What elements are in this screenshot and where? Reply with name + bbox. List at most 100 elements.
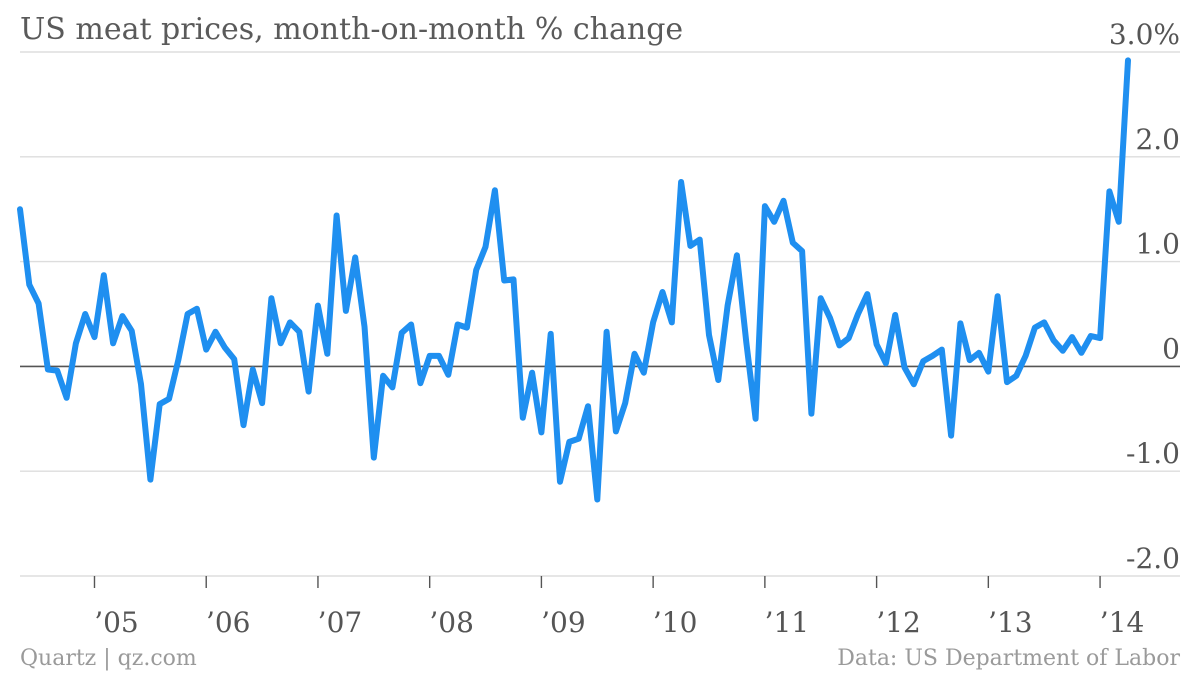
series bbox=[17, 57, 1131, 503]
data-point bbox=[864, 291, 870, 297]
data-point bbox=[445, 372, 451, 378]
x-tick-label: ’13 bbox=[988, 606, 1033, 639]
data-point bbox=[129, 328, 135, 334]
data-point bbox=[175, 357, 181, 363]
data-point bbox=[976, 350, 982, 356]
data-point bbox=[334, 213, 340, 218]
data-point bbox=[892, 312, 898, 318]
y-tick-label: -2.0 bbox=[1126, 542, 1180, 575]
chart-title: US meat prices, month-on-month % change bbox=[20, 12, 684, 47]
data-point bbox=[874, 341, 880, 347]
data-point bbox=[604, 329, 610, 335]
data-point bbox=[119, 313, 125, 319]
data-point bbox=[855, 311, 861, 317]
data-point bbox=[538, 429, 544, 435]
data-point bbox=[259, 400, 265, 406]
x-tick-label: ’05 bbox=[94, 606, 139, 639]
x-tick-label: ’10 bbox=[653, 606, 698, 639]
x-tick-label: ’07 bbox=[318, 606, 363, 639]
data-point bbox=[613, 428, 619, 434]
data-point bbox=[585, 403, 591, 409]
data-point bbox=[920, 358, 926, 364]
data-point bbox=[808, 411, 814, 417]
data-point bbox=[73, 340, 79, 346]
data-point bbox=[306, 389, 312, 395]
y-tick-label: 1.0 bbox=[1135, 228, 1180, 261]
data-point bbox=[1088, 333, 1094, 339]
y-tick-label: -1.0 bbox=[1126, 437, 1180, 470]
data-point bbox=[1060, 348, 1066, 354]
data-point bbox=[464, 325, 470, 331]
data-point bbox=[1032, 325, 1038, 331]
data-point bbox=[827, 315, 833, 321]
data-point bbox=[371, 455, 377, 461]
data-point bbox=[669, 319, 675, 325]
data-point bbox=[1078, 350, 1084, 356]
data-point bbox=[529, 370, 535, 376]
data-point bbox=[36, 301, 42, 306]
data-point bbox=[26, 282, 32, 288]
data-point bbox=[753, 416, 759, 422]
data-point bbox=[455, 322, 461, 327]
data-point bbox=[1097, 335, 1103, 341]
data-point bbox=[985, 369, 991, 375]
data-point bbox=[268, 295, 274, 301]
data-point bbox=[771, 219, 777, 225]
y-tick-label: 0 bbox=[1162, 332, 1180, 365]
source-credit: Quartz | qz.com bbox=[20, 646, 197, 671]
data-point bbox=[706, 332, 712, 338]
data-point bbox=[687, 243, 693, 249]
data-point bbox=[110, 340, 116, 346]
data-point bbox=[17, 206, 23, 212]
data-point bbox=[157, 401, 163, 407]
data-point bbox=[557, 479, 563, 485]
data-point bbox=[846, 335, 852, 341]
data-point bbox=[343, 308, 349, 314]
data-point bbox=[222, 345, 228, 350]
data-point bbox=[417, 380, 423, 386]
data-point bbox=[483, 244, 488, 250]
data-point bbox=[362, 324, 367, 330]
data-point bbox=[138, 381, 144, 387]
data-point bbox=[818, 295, 824, 301]
data-point bbox=[967, 357, 973, 363]
y-tick-label: 3.0% bbox=[1109, 18, 1180, 51]
data-point bbox=[939, 347, 945, 353]
data-point bbox=[622, 400, 628, 406]
data-point bbox=[92, 334, 97, 340]
data-point bbox=[278, 340, 284, 346]
data-point bbox=[436, 353, 442, 359]
data-point bbox=[566, 439, 572, 445]
data-point bbox=[948, 433, 954, 439]
data-point bbox=[781, 198, 786, 204]
data-point bbox=[734, 252, 740, 258]
data-point bbox=[725, 303, 731, 309]
data-point bbox=[576, 436, 582, 442]
data-point bbox=[82, 311, 88, 317]
data-point bbox=[883, 360, 889, 366]
data-point bbox=[241, 422, 246, 428]
data-point bbox=[101, 272, 107, 278]
data-point bbox=[399, 330, 405, 336]
data-point bbox=[352, 254, 358, 260]
data-point bbox=[743, 339, 749, 345]
data-point bbox=[1116, 219, 1122, 225]
data-point bbox=[324, 351, 330, 357]
data-point bbox=[166, 396, 172, 402]
data-point bbox=[594, 497, 600, 502]
data-point bbox=[194, 306, 200, 312]
data-point bbox=[1041, 319, 1047, 325]
x-tick-label: ’12 bbox=[876, 606, 921, 639]
data-point bbox=[380, 373, 386, 379]
data-point bbox=[1004, 379, 1010, 385]
data-point bbox=[1023, 353, 1029, 359]
x-tick-label: ’11 bbox=[765, 606, 810, 639]
data-point bbox=[54, 368, 60, 374]
data-point bbox=[678, 179, 684, 185]
y-tick-label: 2.0 bbox=[1135, 123, 1180, 156]
data-point bbox=[1013, 373, 1019, 379]
data-point bbox=[408, 322, 414, 327]
x-tick-label: ’08 bbox=[429, 606, 474, 639]
data-point bbox=[1125, 57, 1131, 63]
data-point bbox=[296, 329, 302, 335]
